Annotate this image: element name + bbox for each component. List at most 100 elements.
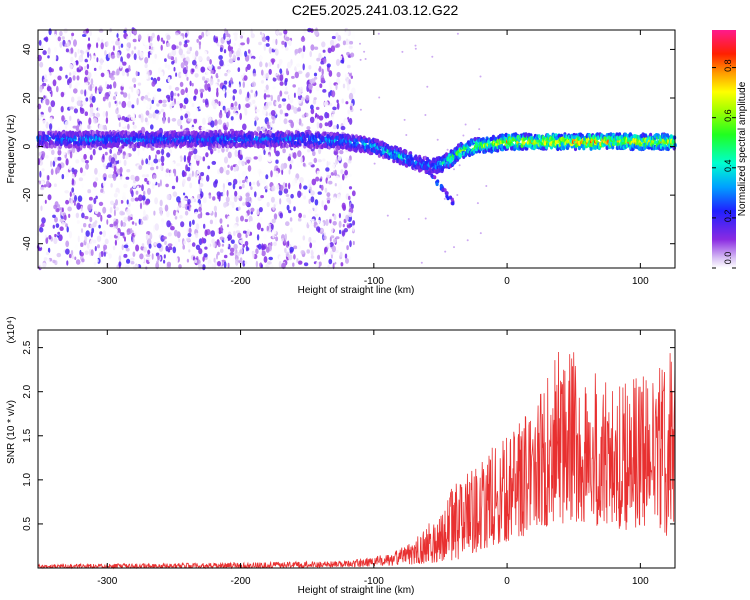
noise-point [283, 118, 288, 125]
noise-point [142, 216, 148, 221]
noise-point [171, 185, 176, 190]
noise-point [336, 53, 340, 57]
noise-point [115, 232, 121, 237]
noise-point [240, 74, 244, 80]
noise-point [186, 258, 189, 263]
noise-point [208, 194, 212, 199]
noise-point [359, 108, 362, 111]
noise-point [316, 170, 320, 175]
noise-point [186, 176, 191, 182]
noise-point [174, 216, 178, 220]
noise-point [202, 264, 206, 271]
noise-point [263, 256, 268, 263]
noise-point [200, 191, 204, 198]
noise-point [456, 194, 459, 196]
noise-point [315, 176, 320, 182]
noise-point [317, 159, 322, 163]
noise-point [230, 46, 233, 50]
noise-point [159, 71, 164, 78]
noise-point [238, 88, 242, 95]
noise-point [199, 88, 205, 93]
noise-point [215, 173, 219, 178]
noise-point [129, 257, 135, 262]
noise-point [217, 261, 221, 267]
noise-point [54, 216, 58, 223]
noise-point [75, 259, 81, 265]
noise-point [180, 72, 183, 77]
noise-point [270, 223, 274, 230]
noise-point [105, 110, 109, 118]
noise-point [226, 210, 229, 216]
noise-point [205, 69, 211, 76]
noise-point [240, 42, 246, 46]
noise-point [259, 250, 262, 255]
noise-point [234, 101, 238, 107]
noise-point [312, 150, 316, 157]
noise-point [178, 238, 181, 243]
noise-point [91, 62, 96, 68]
noise-point [310, 196, 315, 203]
noise-point [348, 92, 354, 100]
noise-point [318, 52, 322, 59]
noise-point [153, 158, 159, 164]
noise-point [40, 223, 45, 228]
noise-point [176, 196, 181, 203]
noise-point [260, 264, 263, 268]
noise-point [273, 170, 279, 175]
noise-point [154, 223, 159, 231]
noise-point [227, 215, 231, 223]
noise-point [325, 219, 329, 226]
noise-point [164, 62, 168, 69]
noise-point [233, 178, 238, 185]
noise-point [431, 55, 434, 58]
noise-point [136, 185, 140, 191]
noise-point [195, 223, 200, 231]
noise-point [299, 177, 304, 183]
noise-point [252, 251, 255, 259]
noise-point [339, 251, 343, 258]
noise-point [244, 261, 248, 265]
noise-point [303, 185, 308, 190]
noise-point [464, 123, 467, 126]
noise-point [224, 72, 228, 77]
noise-point [71, 167, 75, 173]
noise-point [235, 216, 239, 223]
noise-point [126, 169, 131, 173]
noise-point [420, 261, 423, 264]
noise-point [94, 208, 99, 215]
noise-point [249, 220, 254, 229]
signal-point [404, 149, 408, 154]
noise-point [226, 224, 230, 228]
noise-point [125, 247, 130, 252]
noise-point [241, 183, 245, 189]
noise-point [237, 83, 240, 90]
noise-point [57, 149, 62, 156]
noise-point [270, 122, 273, 128]
noise-point [323, 100, 329, 107]
noise-point [96, 42, 99, 49]
noise-point [151, 59, 157, 65]
noise-point [127, 215, 131, 222]
noise-point [45, 236, 49, 244]
noise-point [252, 73, 257, 77]
noise-point [352, 225, 355, 232]
noise-point [228, 201, 233, 206]
noise-point [151, 81, 156, 87]
noise-point [325, 167, 330, 172]
noise-point [266, 94, 271, 98]
noise-point [56, 252, 62, 258]
noise-point [239, 249, 244, 254]
noise-point [208, 169, 213, 174]
noise-point [282, 66, 285, 74]
noise-point [89, 83, 93, 92]
noise-point [191, 102, 195, 108]
noise-point [87, 72, 92, 79]
noise-point [206, 31, 211, 36]
noise-point [68, 253, 72, 259]
noise-point [275, 236, 279, 242]
noise-point [310, 104, 314, 110]
noise-point [185, 164, 189, 172]
noise-point [165, 183, 169, 188]
noise-point [313, 72, 318, 77]
noise-point [98, 86, 103, 93]
